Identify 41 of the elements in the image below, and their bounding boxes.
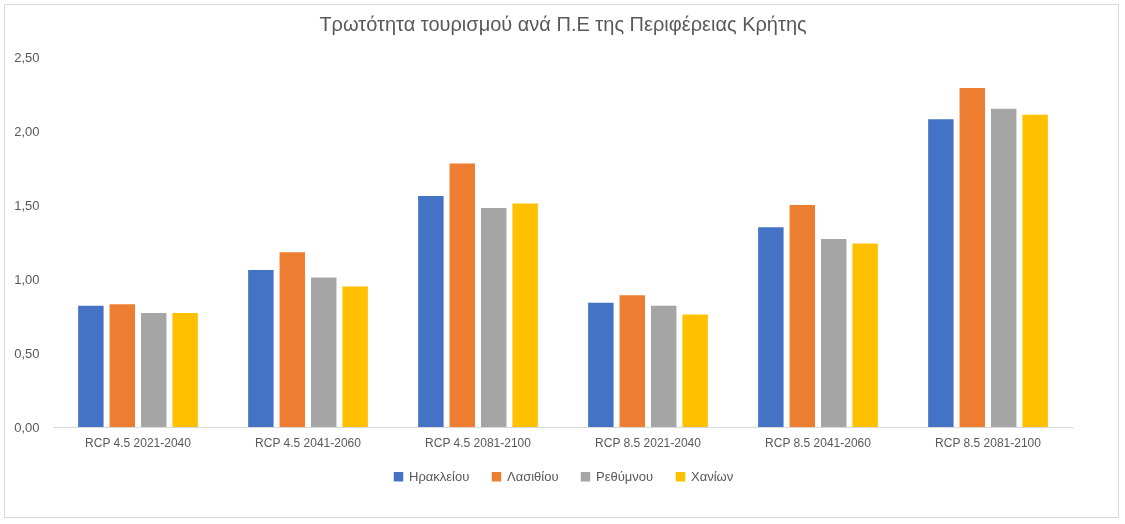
bar — [1022, 114, 1048, 427]
bar — [619, 295, 646, 427]
chart-title: Τρωτότητα τουρισμού ανά Π.Ε της Περιφέρειας Κρήτης — [319, 13, 807, 35]
bar — [852, 243, 878, 427]
bar — [140, 313, 167, 427]
bar — [650, 305, 677, 427]
bar — [480, 207, 507, 427]
y-tick-label: 0,50 — [14, 345, 40, 361]
bar — [820, 239, 847, 427]
bar — [449, 163, 476, 427]
bar — [588, 302, 614, 427]
y-tick-label: 1,50 — [14, 197, 40, 213]
y-tick-label: 2,00 — [14, 123, 40, 139]
x-tick-label: RCP 4.5 2041-2060 — [255, 435, 362, 450]
x-tick-label: RCP 8.5 2041-2060 — [765, 435, 872, 450]
y-tick-label: 1,00 — [14, 271, 40, 287]
legend-label: Λασιθίου — [507, 468, 559, 484]
bar — [512, 203, 538, 427]
bar — [928, 119, 954, 427]
bar — [342, 286, 368, 427]
bar — [279, 252, 306, 427]
bar — [789, 205, 816, 427]
bar — [310, 277, 337, 427]
bar — [682, 314, 708, 427]
legend-label: Ηρακλείου — [409, 468, 470, 484]
y-tick-label: 0,00 — [14, 419, 40, 435]
bar — [418, 196, 444, 427]
bar — [78, 305, 104, 427]
bar — [990, 108, 1017, 427]
y-tick-label: 2,50 — [14, 49, 40, 65]
x-tick-label: RCP 8.5 2081-2100 — [935, 435, 1042, 450]
bar — [758, 227, 784, 427]
x-tick-label: RCP 8.5 2021-2040 — [595, 435, 702, 450]
legend-label: Χανίων — [691, 468, 734, 484]
legend-label: Ρεθύμνου — [596, 468, 654, 484]
bar — [109, 304, 136, 427]
bar — [248, 270, 274, 427]
bar — [172, 313, 198, 427]
x-tick-label: RCP 4.5 2081-2100 — [425, 435, 532, 450]
x-tick-label: RCP 4.5 2021-2040 — [85, 435, 192, 450]
bar — [959, 88, 986, 427]
